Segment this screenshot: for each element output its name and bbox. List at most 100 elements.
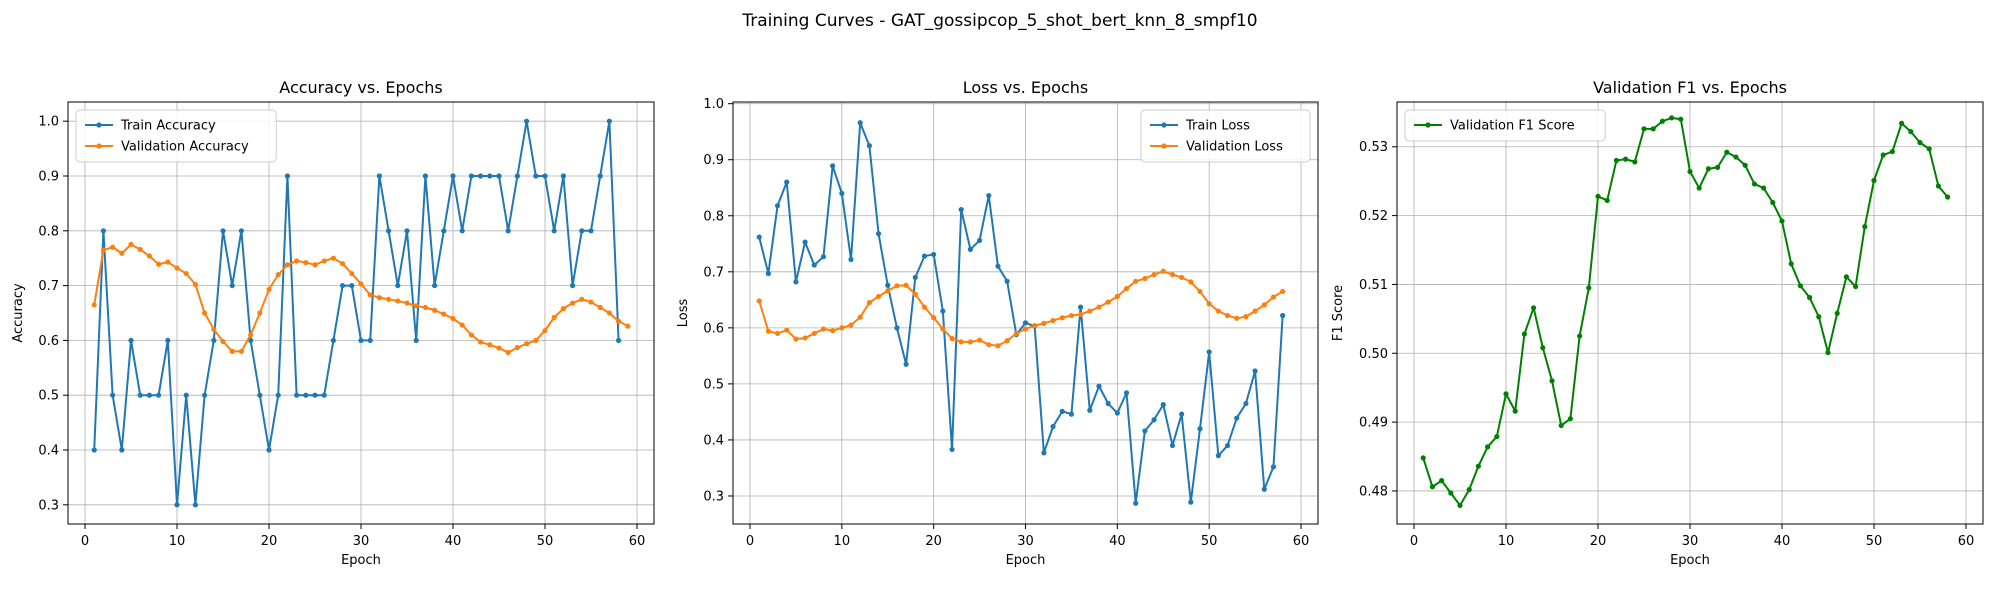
data-point <box>1206 349 1212 355</box>
data-point <box>1270 294 1277 300</box>
data-point <box>330 255 337 261</box>
data-point <box>284 262 291 268</box>
data-point <box>560 306 566 312</box>
x-axis-label: Epoch <box>1670 553 1710 568</box>
data-point <box>1197 426 1203 432</box>
data-point <box>1280 288 1286 295</box>
data-point <box>1142 275 1148 282</box>
data-point <box>202 392 208 398</box>
legend-marker <box>1161 143 1167 149</box>
legend-label: Validation Accuracy <box>121 140 249 155</box>
data-point <box>174 502 180 508</box>
data-point <box>1096 304 1102 310</box>
data-point <box>257 310 263 316</box>
legend-marker <box>96 122 102 128</box>
series-train-accuracy <box>91 118 622 508</box>
y-axis-label: F1 Score <box>1331 285 1346 341</box>
data-point <box>1604 197 1610 204</box>
series-line <box>93 120 620 506</box>
data-point <box>1133 500 1139 506</box>
data-point <box>866 300 872 306</box>
data-point <box>349 282 355 289</box>
data-point <box>1243 314 1249 320</box>
data-point <box>1261 486 1267 492</box>
legend-label: Validation Loss <box>1186 140 1283 155</box>
data-point <box>477 173 484 179</box>
y-tick-label: 0.9 <box>703 153 724 168</box>
data-point <box>496 345 502 351</box>
data-point <box>1114 410 1120 416</box>
data-point <box>312 262 318 268</box>
data-point <box>1179 274 1185 281</box>
data-point <box>1485 444 1491 450</box>
y-tick-label: 0.6 <box>703 321 724 336</box>
data-point <box>931 315 937 321</box>
data-point <box>857 314 863 320</box>
data-point <box>839 325 845 331</box>
data-point <box>266 286 272 293</box>
data-point <box>165 337 171 344</box>
data-point <box>358 337 364 344</box>
data-point <box>349 270 355 277</box>
x-tick-label: 20 <box>261 534 278 549</box>
y-tick-label: 0.9 <box>38 169 59 184</box>
data-point <box>1151 417 1157 423</box>
y-tick-label: 0.5 <box>38 389 59 404</box>
data-point <box>128 241 134 248</box>
data-point <box>431 307 438 313</box>
chart-title: Accuracy vs. Epochs <box>279 78 442 97</box>
data-point <box>1531 305 1537 311</box>
data-point <box>1687 168 1693 175</box>
data-point <box>459 322 465 328</box>
data-point <box>839 190 845 196</box>
legend-label: Train Loss <box>1185 119 1250 134</box>
x-tick-label: 20 <box>925 534 942 549</box>
data-point <box>976 237 983 244</box>
data-point <box>606 310 612 316</box>
data-point <box>1041 320 1047 326</box>
data-point <box>1123 390 1130 396</box>
chart-panels: 0 10 20 30 40 50 60 0.3 0.4 0.5 0.6 0.7 0.8 0.9 1.0 Acc… <box>11 78 1984 568</box>
data-point <box>1215 453 1221 459</box>
y-tick-label: 0.52 <box>1359 209 1388 224</box>
data-point <box>385 296 392 302</box>
y-tick-label: 0.4 <box>38 444 59 459</box>
data-point <box>986 192 992 199</box>
data-point <box>1224 312 1231 319</box>
data-point <box>192 502 199 508</box>
data-point <box>866 143 872 149</box>
data-point <box>588 228 594 234</box>
data-point <box>450 315 456 322</box>
data-point <box>1059 408 1065 414</box>
y-tick-label: 0.4 <box>703 433 724 448</box>
data-point <box>1696 185 1702 191</box>
data-point <box>1004 338 1010 344</box>
data-point <box>542 327 548 334</box>
x-tick-label: 30 <box>353 534 370 549</box>
x-tick-label: 0 <box>1410 534 1418 549</box>
data-point <box>220 228 226 234</box>
legend: Validation F1 Score <box>1404 109 1606 142</box>
x-tick-label: 0 <box>746 534 754 549</box>
data-point <box>1770 199 1776 206</box>
data-point <box>1068 411 1075 417</box>
x-axis-label: Epoch <box>1006 553 1046 568</box>
data-point <box>1457 502 1463 509</box>
data-point <box>1087 407 1093 413</box>
x-tick-label: 60 <box>1293 534 1310 549</box>
data-point <box>294 392 300 398</box>
data-point <box>1494 433 1500 440</box>
data-point <box>376 295 382 301</box>
data-point <box>257 392 263 398</box>
data-point <box>756 298 762 304</box>
data-point <box>756 234 762 240</box>
data-point <box>312 392 318 398</box>
data-point <box>477 339 484 345</box>
data-point <box>1917 140 1923 146</box>
data-point <box>238 228 245 234</box>
data-point <box>1420 455 1426 461</box>
data-point <box>1013 330 1019 337</box>
data-point <box>875 293 882 300</box>
data-point <box>1041 450 1047 456</box>
data-point <box>523 341 530 347</box>
